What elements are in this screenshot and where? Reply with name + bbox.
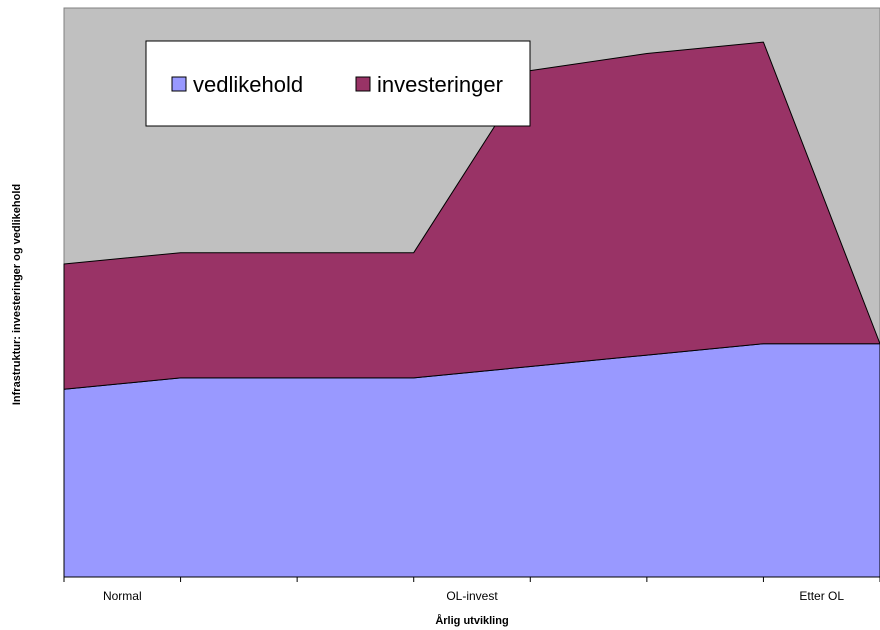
x-tick-label: Normal [103,589,142,603]
x-tick-label: OL-invest [446,589,498,603]
area-series-vedlikehold [63,343,880,578]
legend-swatch-vedlikehold [171,76,187,92]
legend: vedlikehold investeringer [145,40,531,127]
area-series-investeringer [63,41,880,390]
x-axis-ticks: Normal OL-invest Etter OL [63,577,880,603]
x-tick-label: Etter OL [799,589,844,603]
series-layer [63,41,880,578]
legend-label-investeringer: investeringer [377,72,503,97]
legend-label-vedlikehold: vedlikehold [193,72,303,97]
legend-box [145,40,531,127]
legend-swatch-investeringer [355,76,371,92]
y-axis-title: Infrastruktur: investeringer og vedlikeh… [11,184,23,405]
x-axis-title: Årlig utvikling [435,614,508,627]
